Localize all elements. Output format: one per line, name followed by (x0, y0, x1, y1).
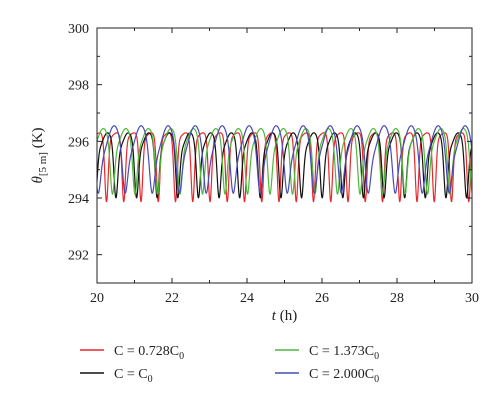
legend-label-1: C = 0.728C0 (114, 344, 184, 362)
y-axis-label: θ[5 m] (K) (30, 127, 49, 183)
x-axis: 20 22 24 26 28 30 (90, 28, 479, 306)
y-tick-label: 292 (68, 249, 89, 264)
x-tick-label: 24 (240, 291, 254, 306)
y-tick-label: 298 (68, 79, 89, 94)
legend: C = 0.728C0 C = C0 C = 1.373C0 C = 2.000C0 (80, 344, 379, 385)
x-tick-label: 30 (465, 291, 479, 306)
x-tick-label: 20 (90, 291, 104, 306)
series-line-1 (96, 132, 473, 203)
series-line-3 (96, 127, 473, 195)
y-axis: 292 294 296 298 300 (68, 22, 472, 284)
legend-label-4: C = 2.000C0 (309, 367, 379, 385)
y-tick-label: 300 (68, 22, 89, 37)
legend-label-2: C = C0 (114, 367, 153, 385)
series-line-4 (96, 125, 473, 194)
x-tick-label: 28 (390, 291, 404, 306)
y-tick-label: 294 (68, 192, 89, 207)
x-tick-label: 26 (315, 291, 329, 306)
y-tick-label: 296 (68, 135, 89, 150)
x-tick-label: 22 (165, 291, 179, 306)
series-group (96, 125, 473, 203)
legend-label-3: C = 1.373C0 (309, 344, 379, 362)
x-axis-label: t (h) (272, 308, 297, 324)
